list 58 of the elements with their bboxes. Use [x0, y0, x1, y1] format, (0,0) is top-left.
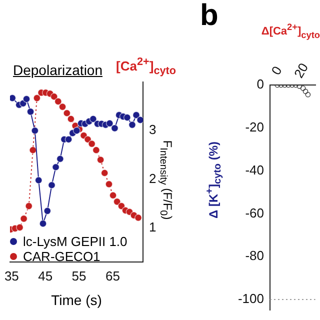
point: [22, 95, 30, 103]
y-tick-label: -80: [245, 248, 264, 264]
point: [89, 115, 97, 123]
text: Depolarization: [13, 62, 102, 78]
point: [136, 116, 143, 124]
point: [25, 202, 33, 210]
y-tick-label: 0: [256, 76, 264, 92]
point: [128, 121, 136, 129]
point: [54, 98, 62, 106]
point: [48, 181, 56, 189]
x-tick-label: 45: [38, 268, 53, 284]
legend-label: lc-LysM GEPII 1.0: [23, 234, 128, 249]
point: [52, 163, 60, 171]
y-tick-label: -40: [245, 162, 264, 178]
point: [44, 207, 52, 215]
text: b: [200, 0, 218, 32]
point: [72, 126, 80, 134]
x-axis-title: Time (s): [50, 292, 103, 308]
y-tick-label: -60: [245, 205, 264, 220]
point: [88, 140, 96, 148]
point: [92, 146, 100, 154]
x-tick-label: 20: [290, 60, 312, 81]
x-tick-label: 55: [72, 268, 86, 284]
point: [58, 103, 66, 111]
point: [63, 109, 71, 117]
y-tick-label: -100: [238, 291, 264, 306]
point: [33, 94, 41, 102]
point: [106, 120, 114, 128]
x-tick-label: 35: [4, 268, 19, 284]
y-tick-label: 1: [149, 220, 156, 235]
point: [109, 192, 117, 200]
point: [110, 124, 118, 132]
x-tick-label: 65: [105, 268, 120, 284]
point: [96, 156, 104, 164]
x2-axis-title: Δ[Ca$^{2+}$]$_{cyto}$: [261, 22, 320, 40]
point: [123, 114, 131, 122]
y-tick-label: 3: [149, 122, 156, 138]
point: [29, 146, 37, 154]
point: [67, 115, 75, 123]
point: [134, 214, 142, 222]
point: [20, 214, 28, 222]
point: [50, 92, 58, 100]
point: [64, 136, 72, 144]
point: [132, 111, 140, 119]
point: [113, 198, 121, 206]
y-tick-label: 2: [149, 170, 156, 186]
point: [105, 180, 113, 188]
point: [56, 155, 64, 163]
point: [26, 108, 34, 116]
point: [31, 126, 39, 134]
point: [39, 220, 47, 228]
text: [Ca$^{2+}$]$_{cyto}$: [116, 56, 176, 77]
point: [100, 169, 108, 177]
point: [34, 176, 42, 184]
point: [10, 94, 16, 102]
point: [16, 224, 24, 232]
legend-label: CAR-GECO1: [23, 249, 100, 264]
y-tick-label: -20: [245, 119, 264, 134]
